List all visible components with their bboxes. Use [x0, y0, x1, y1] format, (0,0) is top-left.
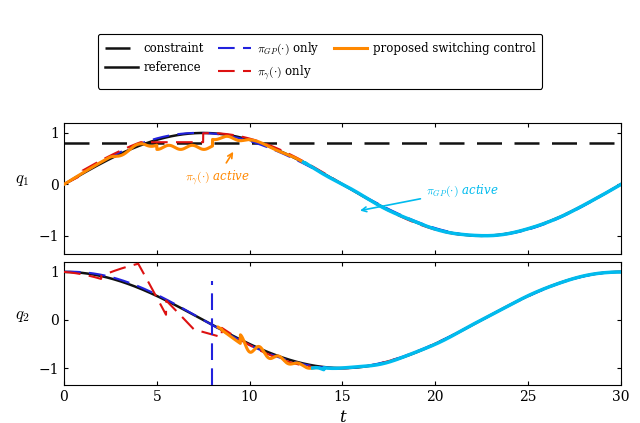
Y-axis label: $q_2$: $q_2$	[15, 307, 29, 324]
Text: $\pi_{\gamma}(\cdot)$ active: $\pi_{\gamma}(\cdot)$ active	[184, 154, 250, 187]
Legend: constraint, reference, $\pi_{GP}(\cdot)$ only, $\pi_{\gamma}(\cdot)$ only, propo: constraint, reference, $\pi_{GP}(\cdot)$…	[97, 34, 543, 89]
Y-axis label: $q_1$: $q_1$	[15, 171, 29, 188]
Text: $\pi_{GP}(\cdot)$ active: $\pi_{GP}(\cdot)$ active	[362, 182, 499, 212]
X-axis label: t: t	[339, 409, 346, 423]
